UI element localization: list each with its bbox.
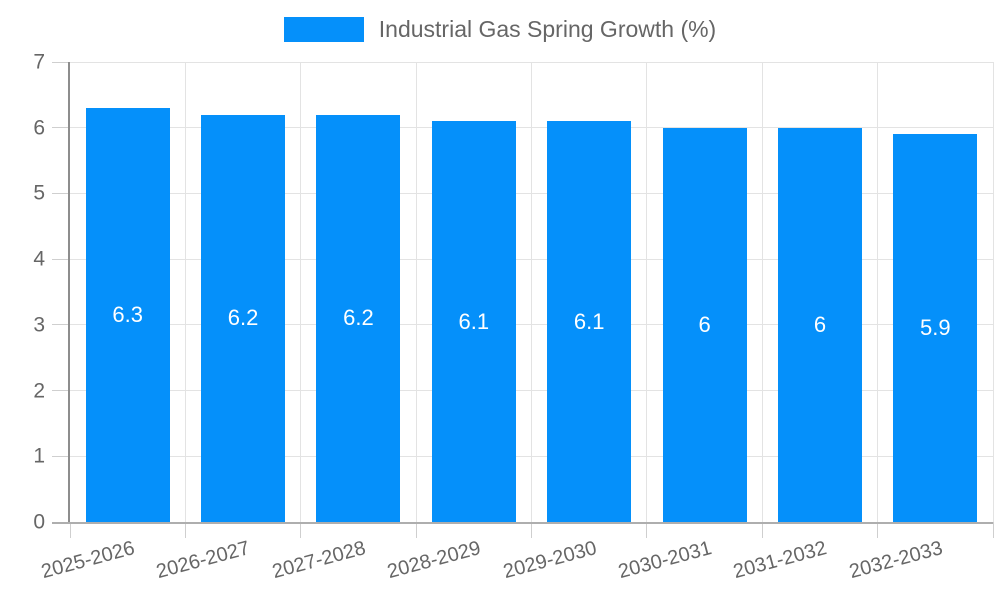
x-gridline bbox=[646, 62, 648, 522]
y-axis-label: 3 bbox=[33, 313, 45, 337]
bar[interactable]: 6.2 bbox=[201, 114, 286, 522]
x-axis-label: 2032-2033 bbox=[846, 537, 945, 584]
bar-value-label: 6.1 bbox=[458, 308, 490, 334]
bar[interactable]: 6.1 bbox=[547, 121, 632, 522]
legend-label: Industrial Gas Spring Growth (%) bbox=[378, 16, 717, 42]
x-axis-tick bbox=[300, 522, 302, 538]
x-axis-label: 2029-2030 bbox=[500, 537, 599, 584]
y-axis-tick bbox=[52, 61, 70, 63]
bar-value-label: 6.1 bbox=[573, 308, 605, 334]
y-axis-label: 1 bbox=[33, 444, 45, 468]
x-axis-label: 2028-2029 bbox=[385, 537, 484, 584]
x-axis-line bbox=[52, 522, 993, 524]
bar[interactable]: 6.1 bbox=[431, 121, 516, 522]
x-gridline bbox=[761, 62, 763, 522]
y-axis-label: 2 bbox=[33, 379, 45, 403]
x-axis-tick bbox=[69, 522, 71, 538]
y-axis-tick bbox=[52, 324, 70, 326]
bar-value-label: 6.3 bbox=[112, 302, 143, 327]
y-axis-label: 5 bbox=[33, 181, 45, 205]
y-axis-label: 7 bbox=[33, 50, 45, 74]
y-axis-tick bbox=[52, 455, 70, 457]
x-axis-tick bbox=[531, 522, 532, 538]
x-axis-tick bbox=[415, 522, 417, 538]
bar-value-label: 6.2 bbox=[343, 305, 374, 331]
y-axis-tick bbox=[52, 390, 70, 392]
legend-swatch bbox=[283, 17, 364, 42]
x-axis-tick bbox=[992, 522, 994, 538]
x-gridline bbox=[415, 62, 417, 522]
bar[interactable]: 6.2 bbox=[316, 114, 401, 522]
x-axis-label: 2025-2026 bbox=[39, 537, 138, 584]
x-gridline bbox=[992, 62, 994, 522]
x-gridline bbox=[877, 62, 879, 522]
y-axis-tick bbox=[52, 192, 70, 194]
bar-value-label: 6 bbox=[813, 311, 827, 337]
x-axis-tick bbox=[761, 522, 763, 538]
x-axis-label: 2027-2028 bbox=[269, 537, 368, 584]
bar[interactable]: 6 bbox=[777, 127, 862, 522]
x-axis-tick bbox=[877, 522, 879, 538]
y-axis-label: 0 bbox=[33, 510, 45, 534]
bar-value-label: 6 bbox=[698, 311, 711, 337]
y-axis-label: 6 bbox=[33, 116, 45, 140]
x-axis-label: 2031-2032 bbox=[731, 537, 830, 584]
bar-value-label: 5.9 bbox=[920, 315, 951, 341]
x-axis-label: 2026-2027 bbox=[154, 537, 253, 584]
x-gridline bbox=[531, 62, 532, 522]
y-axis-label: 4 bbox=[33, 247, 45, 271]
x-axis-label: 2030-2031 bbox=[615, 537, 714, 584]
bar[interactable]: 5.9 bbox=[893, 134, 978, 522]
x-axis-tick bbox=[646, 522, 648, 538]
bar-value-label: 6.2 bbox=[227, 305, 259, 331]
x-axis-tick bbox=[184, 522, 186, 538]
x-gridline bbox=[300, 62, 302, 522]
chart-legend[interactable]: Industrial Gas Spring Growth (%) bbox=[0, 16, 1000, 43]
bar[interactable]: 6.3 bbox=[85, 108, 170, 522]
y-axis-line bbox=[68, 62, 70, 524]
y-axis-tick bbox=[52, 127, 70, 129]
x-gridline bbox=[184, 62, 186, 522]
bar[interactable]: 6 bbox=[662, 127, 747, 522]
y-axis-tick bbox=[52, 258, 70, 260]
